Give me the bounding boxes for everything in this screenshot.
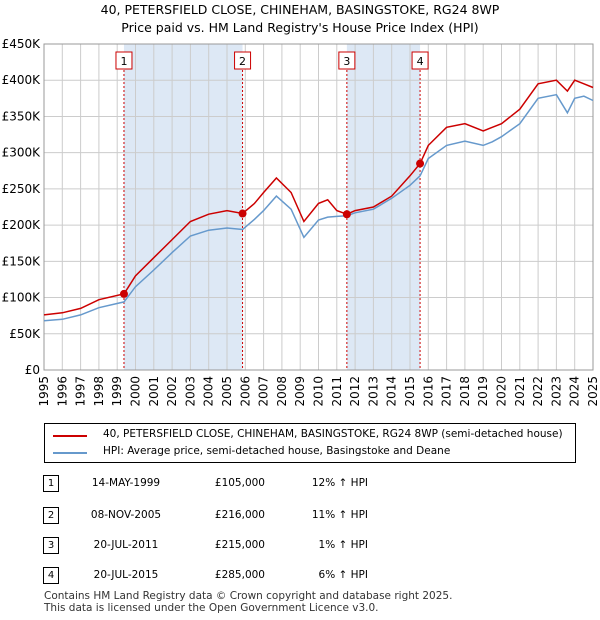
footer-license: This data is licensed under the Open Gov… <box>44 602 379 614</box>
x-tick-label: 1995 <box>37 376 51 407</box>
shaded-period <box>123 44 243 370</box>
x-tick-label: 2019 <box>476 376 490 407</box>
y-tick-label: £300K <box>2 146 42 160</box>
x-tick-label: 2014 <box>385 376 399 407</box>
transaction-badge: 3 <box>43 537 59 554</box>
y-tick-label: £150K <box>2 254 42 268</box>
chart-title-line-1: 40, PETERSFIELD CLOSE, CHINEHAM, BASINGS… <box>100 2 500 17</box>
x-tick-label: 2018 <box>458 376 472 407</box>
y-tick-label: £50K <box>9 327 41 341</box>
transaction-badge: 1 <box>43 475 59 492</box>
y-tick-label: £200K <box>2 218 42 232</box>
x-tick-label: 2020 <box>495 376 509 407</box>
x-tick-label: 2003 <box>183 376 197 407</box>
y-tick-label: £0 <box>25 363 40 377</box>
sale-marker-box <box>115 51 133 70</box>
transaction-date: 08-NOV-2005 <box>90 509 162 521</box>
transaction-price: £105,000 <box>214 477 265 489</box>
sale-marker-box <box>234 51 252 70</box>
transaction-hpi: 1% ↑ HPI <box>318 539 368 551</box>
legend-label-hpi: HPI: Average price, semi-detached house,… <box>103 445 451 457</box>
sale-marker-box <box>338 51 356 70</box>
legend-swatch-property <box>53 435 87 437</box>
sale-point <box>238 209 247 218</box>
x-tick-label: 2015 <box>403 376 417 407</box>
shaded-period <box>346 44 421 370</box>
x-tick-label: 2005 <box>220 376 234 407</box>
transaction-price: £215,000 <box>214 539 265 551</box>
price-chart: £0 £50K £100K £150K £200K £250K £300K £350K £400… <box>2 37 600 407</box>
sale-marker-label: 4 <box>417 55 424 68</box>
transaction-hpi: 6% ↑ HPI <box>318 569 368 581</box>
y-tick-label: £450K <box>2 37 42 51</box>
property-price-line <box>43 79 594 316</box>
y-tick-label: £350K <box>2 109 42 123</box>
legend: 40, PETERSFIELD CLOSE, CHINEHAM, BASINGS… <box>44 423 576 463</box>
x-tick-label: 2008 <box>275 376 289 407</box>
sale-marker-label: 1 <box>120 55 127 68</box>
plot-border <box>43 43 594 371</box>
x-tick-label: 2023 <box>549 376 563 407</box>
x-tick-label: 2025 <box>586 376 600 407</box>
x-tick-label: 1999 <box>110 376 124 407</box>
x-tick-label: 2017 <box>440 376 454 407</box>
transaction-hpi: 12% ↑ HPI <box>311 477 368 489</box>
x-tick-label: 2024 <box>568 376 582 407</box>
y-tick-label: £250K <box>2 182 42 196</box>
y-tick-label: £100K <box>2 291 42 305</box>
x-tick-label: 2016 <box>421 376 435 407</box>
sale-marker-label: 2 <box>239 55 246 68</box>
transaction-price: £216,000 <box>214 509 265 521</box>
transaction-price: £285,000 <box>214 569 265 581</box>
x-tick-label: 2002 <box>165 376 179 407</box>
footer-copyright: Contains HM Land Registry data © Crown c… <box>44 590 453 602</box>
x-tick-label: 2021 <box>513 376 527 407</box>
x-tick-label: 1997 <box>74 376 88 407</box>
x-tick-label: 2000 <box>129 376 143 407</box>
x-tick-label: 2011 <box>330 376 344 407</box>
hpi-line <box>43 93 594 322</box>
x-tick-label: 2006 <box>238 376 252 407</box>
sale-marker-label: 3 <box>343 55 350 68</box>
x-tick-label: 2013 <box>366 376 380 407</box>
x-tick-label: 1998 <box>92 376 106 407</box>
transaction-date: 20-JUL-2011 <box>93 539 159 551</box>
x-tick-label: 2009 <box>293 376 307 407</box>
x-tick-label: 2004 <box>202 376 216 407</box>
x-tick-label: 2001 <box>147 376 161 407</box>
chart-title-line-2: Price paid vs. HM Land Registry's House … <box>121 20 479 35</box>
x-tick-label: 2007 <box>257 376 271 407</box>
sale-point <box>119 289 128 298</box>
y-tick-label: £400K <box>2 73 42 87</box>
x-tick-label: 2012 <box>348 376 362 407</box>
sale-point <box>416 159 425 168</box>
sale-point <box>342 210 351 219</box>
sale-marker-box <box>411 51 429 70</box>
x-tick-label: 1996 <box>55 376 69 407</box>
transaction-hpi: 11% ↑ HPI <box>311 509 368 521</box>
transaction-badge: 4 <box>43 567 59 584</box>
transaction-date: 14-MAY-1999 <box>91 477 161 489</box>
x-tick-label: 2010 <box>312 376 326 407</box>
legend-item-hpi: HPI: Average price, semi-detached house,… <box>53 445 573 461</box>
x-tick-label: 2022 <box>531 376 545 407</box>
legend-label-property: 40, PETERSFIELD CLOSE, CHINEHAM, BASINGS… <box>103 428 563 440</box>
legend-swatch-hpi <box>53 452 87 454</box>
transaction-date: 20-JUL-2015 <box>93 569 159 581</box>
legend-item-property: 40, PETERSFIELD CLOSE, CHINEHAM, BASINGS… <box>53 428 573 444</box>
transaction-badge: 2 <box>43 507 59 524</box>
